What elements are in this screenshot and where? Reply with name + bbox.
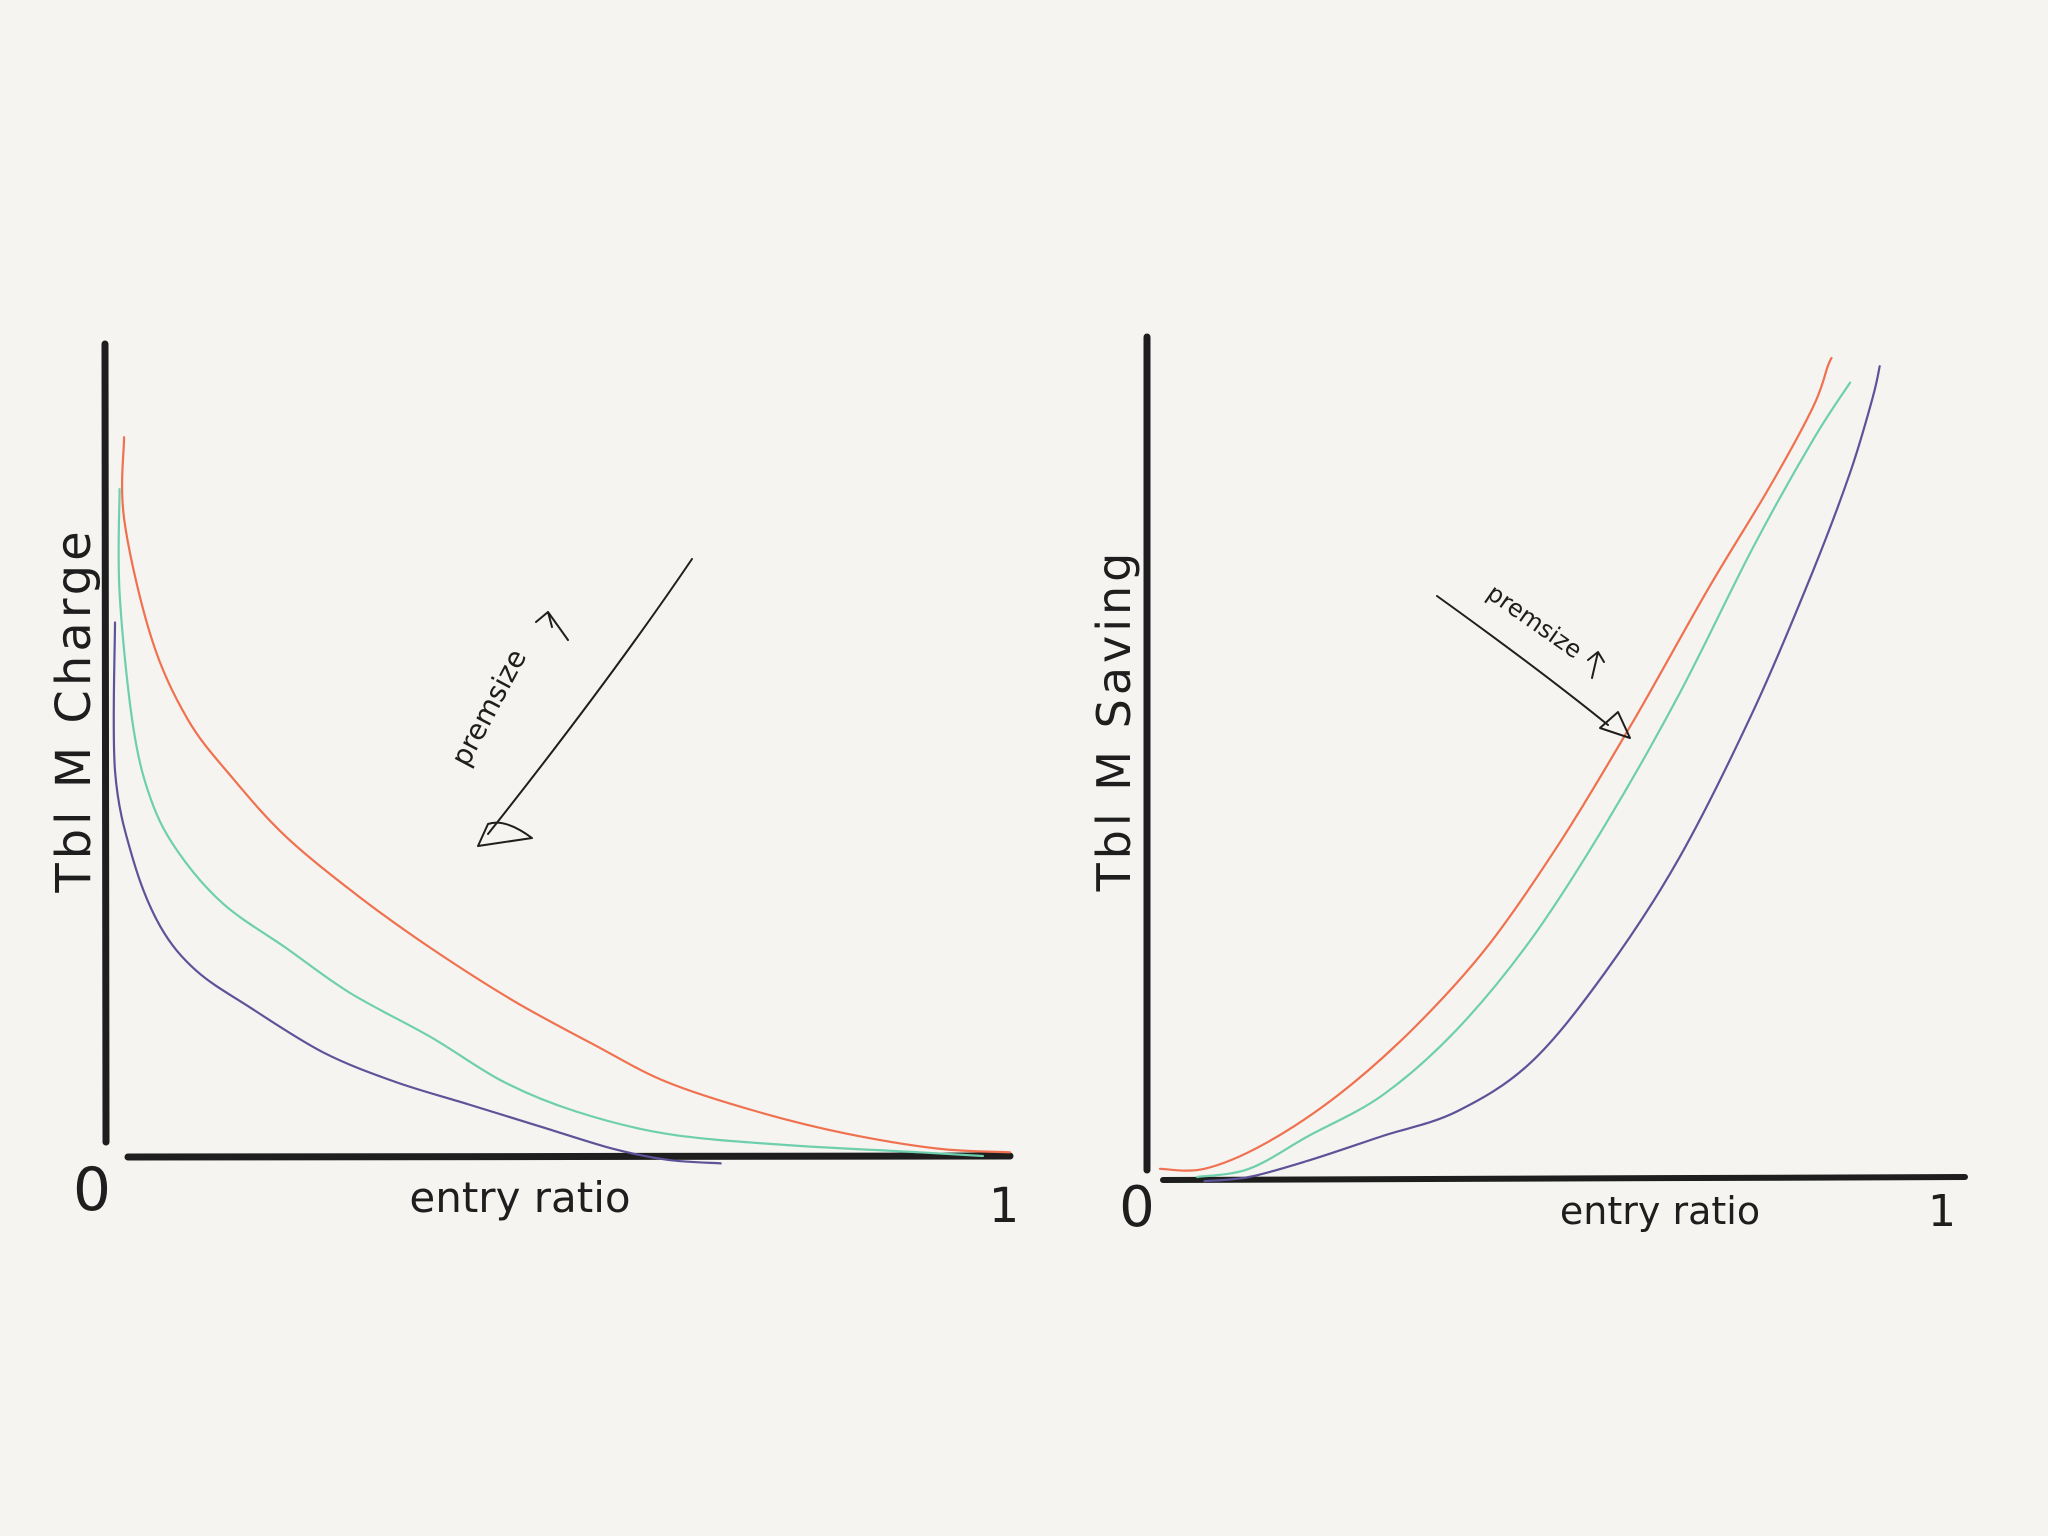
series-layer [112,436,1012,1165]
series-line-1 [117,488,984,1158]
x-tick-label-0: 0 [73,1155,111,1225]
annotation-arrow [1436,595,1609,726]
arrowhead-icon [1599,711,1631,739]
x-axis-label: entry ratio [409,1173,630,1222]
series-line-0 [121,436,1012,1154]
x-axis-line [1160,1174,1968,1183]
y-axis-line [101,340,110,1146]
arrowhead-icon [477,821,533,847]
y-axis-label: Tbl M Charge [46,527,102,893]
series-line-2 [112,621,722,1165]
annotation-group: premsize [1436,579,1631,739]
x-axis-line [124,1152,1014,1161]
series-layer [1158,356,1881,1183]
annotation-label: premsize [1482,579,1588,665]
up-arrow-icon [535,611,569,641]
chart-entry-ratio-vs-tbl-m-saving: 0 1 entry ratio Tbl M Saving premsize [1087,333,1968,1240]
x-tick-label-1: 1 [1928,1186,1956,1237]
series-line-0 [1158,356,1833,1172]
x-tick-label-0: 0 [1119,1175,1155,1240]
annotation-label: premsize [444,644,533,772]
annotation-arrow [487,558,693,835]
annotation-group: premsize [444,558,693,847]
y-axis-label: Tbl M Saving [1087,549,1141,893]
series-line-1 [1196,381,1852,1179]
x-axis-label: entry ratio [1560,1189,1760,1233]
series-line-2 [1203,365,1881,1183]
up-arrow-icon [1587,651,1605,679]
x-tick-label-1: 1 [989,1178,1020,1234]
chart-entry-ratio-vs-tbl-m-charge: 0 1 entry ratio Tbl M Charge premsize [46,340,1020,1234]
